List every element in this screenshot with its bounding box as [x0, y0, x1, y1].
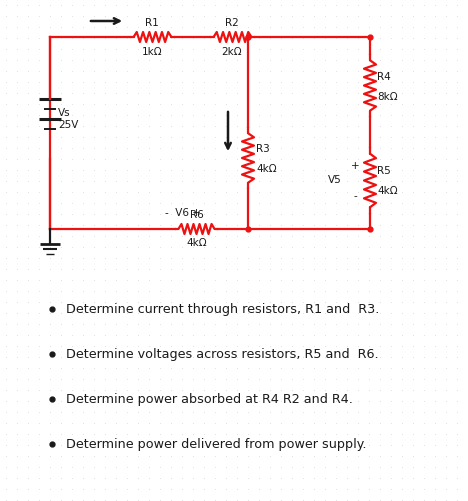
Text: R2: R2	[225, 18, 239, 28]
Text: 25V: 25V	[58, 120, 78, 130]
Text: 4kΩ: 4kΩ	[187, 237, 207, 247]
Text: -  V6 +: - V6 +	[165, 207, 201, 217]
Text: R3: R3	[256, 144, 270, 154]
Text: R1: R1	[145, 18, 159, 28]
Text: 4kΩ: 4kΩ	[256, 164, 277, 174]
Text: R5: R5	[377, 166, 391, 176]
Text: Determine current through resistors, R1 and  R3.: Determine current through resistors, R1 …	[66, 303, 380, 316]
Text: +: +	[351, 161, 359, 171]
Text: Vs: Vs	[58, 108, 71, 118]
Text: 1kΩ: 1kΩ	[142, 47, 162, 57]
Text: 2kΩ: 2kΩ	[222, 47, 242, 57]
Text: R4: R4	[377, 71, 391, 81]
Text: V5: V5	[328, 175, 342, 185]
Text: Determine power absorbed at R4 R2 and R4.: Determine power absorbed at R4 R2 and R4…	[66, 393, 353, 406]
Text: R6: R6	[190, 209, 204, 219]
Text: Determine power delivered from power supply.: Determine power delivered from power sup…	[66, 438, 366, 450]
Text: 8kΩ: 8kΩ	[377, 91, 398, 101]
Text: Determine voltages across resistors, R5 and  R6.: Determine voltages across resistors, R5 …	[66, 348, 379, 361]
Text: -: -	[353, 191, 357, 201]
Text: 4kΩ: 4kΩ	[377, 186, 398, 196]
